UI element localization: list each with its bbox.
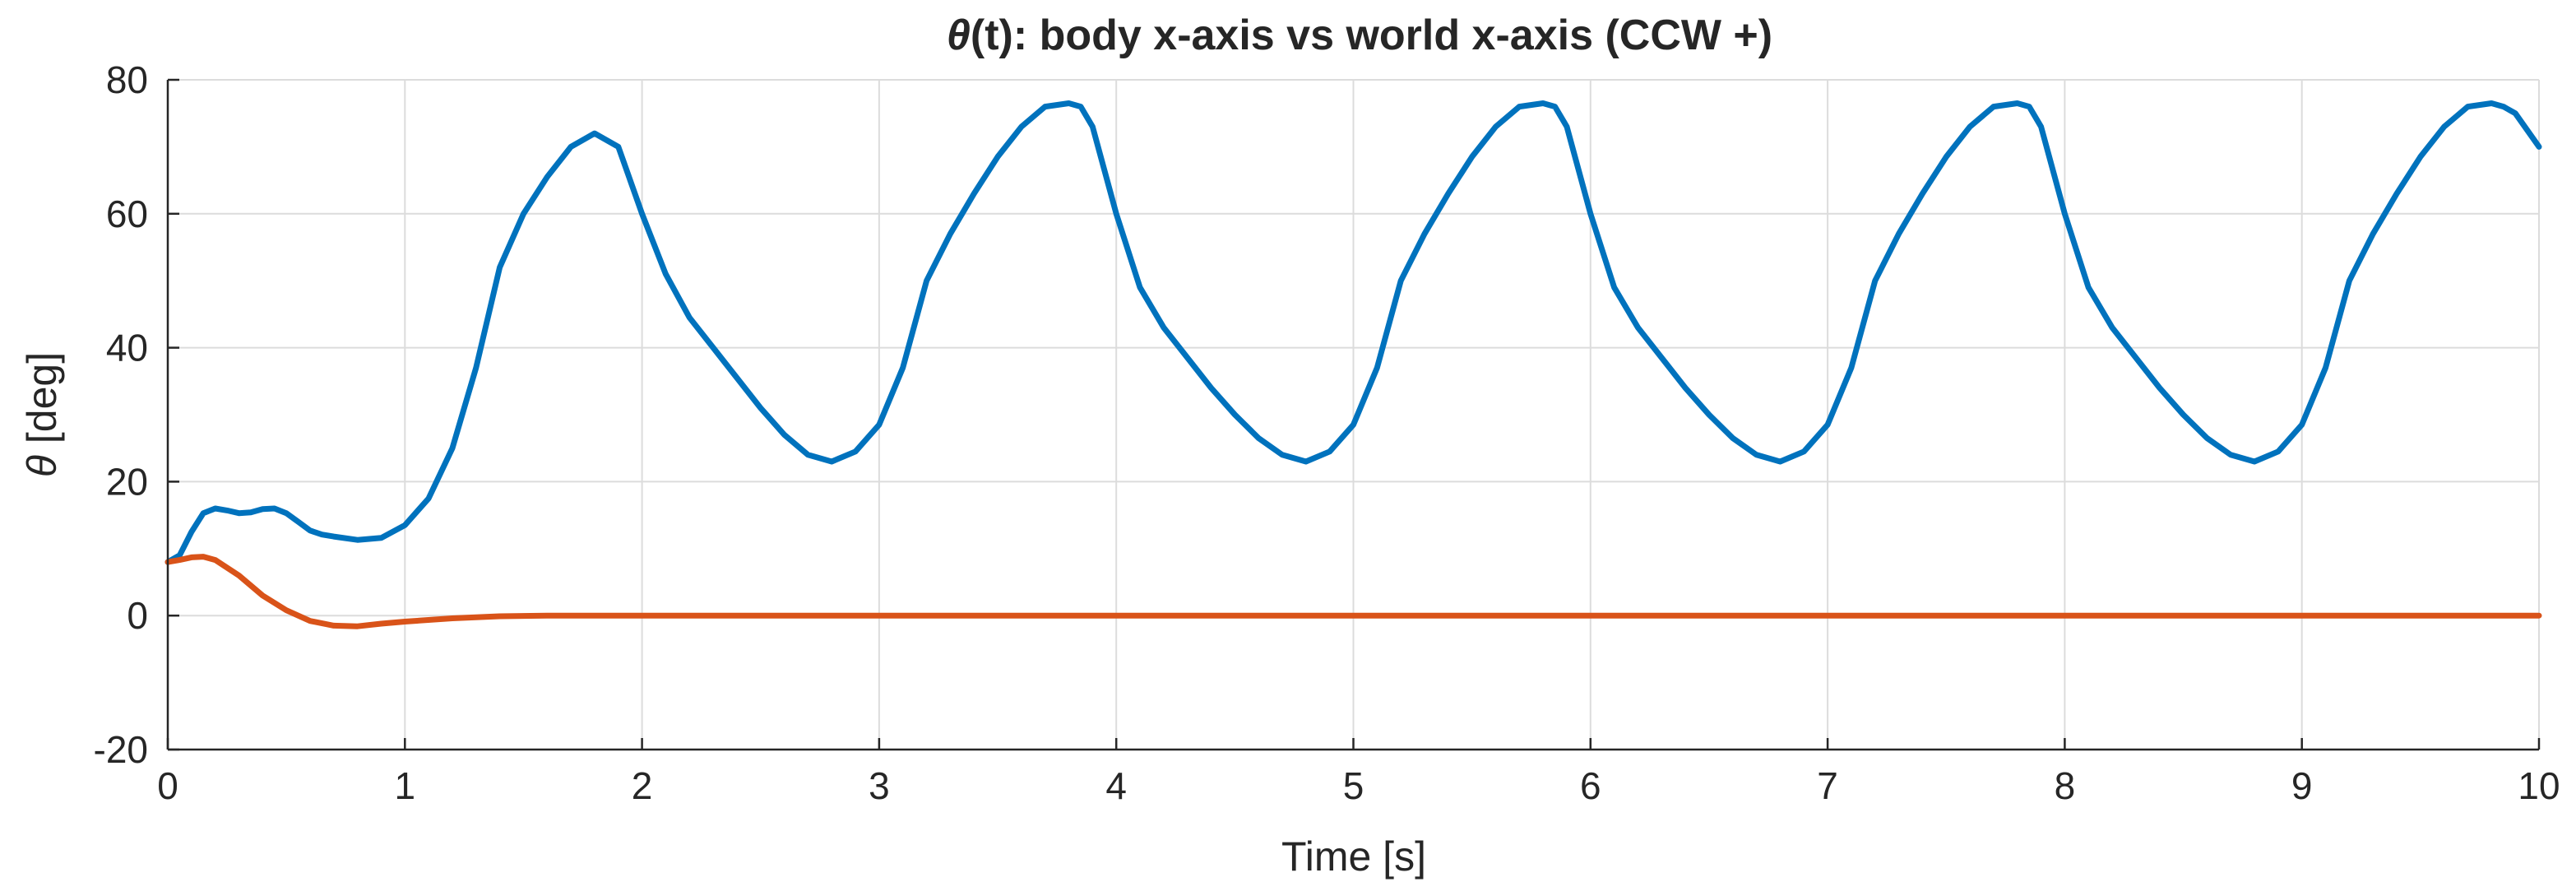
x-tick-label: 1 (395, 764, 416, 807)
grid (167, 79, 2540, 750)
x-tick-label: 3 (869, 764, 890, 807)
x-tick-label: 2 (632, 764, 653, 807)
x-tick-label: 5 (1343, 764, 1364, 807)
x-tick-label: 9 (2291, 764, 2313, 807)
x-tick-label: 4 (1105, 764, 1127, 807)
y-tick-label: -20 (94, 728, 148, 771)
chart-title-symbol: θ (947, 12, 971, 59)
axes (166, 78, 2541, 751)
chart-title: θ(t): body x-axis vs world x-axis (CCW +… (947, 12, 1772, 59)
x-tick-label: 0 (157, 764, 178, 807)
x-axis-label: Time [s] (1281, 833, 1426, 880)
y-tick-label: 20 (106, 460, 148, 503)
y-tick-label: 40 (106, 327, 148, 369)
x-tick-label: 8 (2055, 764, 2076, 807)
x-tick-label: 10 (2518, 764, 2560, 807)
series-line-2 (164, 554, 2542, 629)
y-tick-label: 0 (127, 594, 148, 637)
chart-title-text: (t): body x-axis vs world x-axis (CCW +) (971, 12, 1772, 59)
x-tick-label: 7 (1817, 764, 1838, 807)
y-axis-label: θ [deg] (19, 352, 65, 477)
y-axis-label-text: [deg] (19, 352, 65, 455)
y-axis-label-symbol: θ (19, 455, 65, 477)
y-tick-label: 80 (106, 58, 148, 101)
y-tick-label: 60 (106, 193, 148, 235)
series-line-1 (164, 100, 2542, 565)
series-lines (164, 100, 2542, 629)
x-tick-label: 6 (1580, 764, 1601, 807)
